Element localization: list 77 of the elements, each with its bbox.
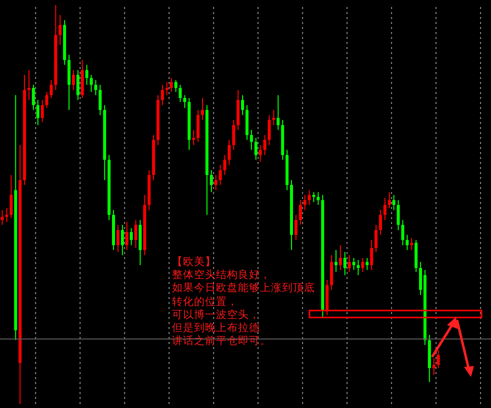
candlestick [374, 224, 378, 252]
candlestick [72, 70, 75, 90]
candlestick [268, 114, 271, 146]
candlestick [174, 80, 178, 92]
candlestick [134, 220, 138, 248]
candlestick [36, 99, 40, 126]
candlestick [120, 224, 124, 256]
candlestick [254, 137, 258, 160]
candlestick [27, 70, 30, 100]
candlestick [343, 251, 346, 276]
candlestick [308, 190, 311, 206]
candlestick [125, 222, 128, 250]
candlestick [352, 257, 356, 270]
candlestick [356, 259, 360, 276]
annotation: 整体空头结构良好， [172, 269, 272, 282]
annotation: 转化的位置， [172, 296, 239, 309]
candlestick [298, 200, 302, 226]
candlestick [0, 210, 4, 226]
candlestick [294, 214, 298, 241]
candlestick [396, 200, 400, 231]
candlestick [338, 244, 342, 270]
candlestick [250, 129, 253, 150]
candlestick [241, 94, 244, 116]
annotation: 【欧美】 [172, 256, 217, 269]
annotation: 讲话之前平仓即可。 [172, 335, 272, 348]
candlestick [228, 139, 231, 166]
candlestick [178, 84, 182, 102]
candlestick [303, 194, 306, 211]
candlestick [214, 174, 218, 191]
candlestick [94, 80, 98, 96]
candlestick [116, 224, 120, 252]
candlestick [170, 78, 173, 92]
candlestick [334, 249, 338, 272]
candlestick [276, 94, 280, 130]
candlestick [272, 109, 276, 126]
candlestick [218, 164, 222, 186]
candlestick [90, 74, 93, 92]
candlestick [5, 208, 8, 223]
candlestick [40, 99, 44, 122]
candlestick [370, 240, 374, 270]
candlestick [130, 228, 133, 246]
annotation: 但是到晚上布拉德 [172, 322, 261, 335]
candlestick [383, 198, 386, 221]
candlestick [436, 350, 440, 369]
candlestick [348, 254, 351, 272]
candlestick [366, 257, 369, 270]
candlestick [210, 170, 213, 193]
candlestick [192, 129, 196, 146]
candlestick [50, 80, 53, 98]
candlestick [10, 174, 13, 219]
candlestick [76, 70, 80, 100]
candlestick [232, 119, 236, 150]
candlestick [330, 254, 334, 290]
candlestick [183, 94, 186, 108]
candlestick [392, 194, 396, 211]
candlestick [45, 91, 48, 108]
annotation: 如果今日欧盘能够上涨到顶底 [172, 282, 315, 296]
candlestick [196, 109, 200, 142]
candlestick [258, 144, 262, 162]
candlestick [406, 234, 409, 250]
candlestick [165, 82, 168, 96]
candlestick [98, 84, 102, 116]
candlestick [223, 154, 226, 176]
candlestick [316, 192, 320, 206]
candlestick [85, 64, 88, 86]
candlestick [160, 84, 164, 106]
candlestick [58, 14, 62, 46]
candlestick [201, 97, 204, 120]
candlestick [388, 192, 391, 209]
candlestick [432, 358, 436, 376]
candlestick [32, 84, 35, 110]
annotation: 可以博一波空头， [172, 308, 261, 322]
candlestick [263, 134, 266, 156]
candlestick [378, 210, 382, 236]
candlestick [401, 220, 404, 246]
candlestick [361, 257, 364, 272]
candlestick [312, 192, 316, 203]
